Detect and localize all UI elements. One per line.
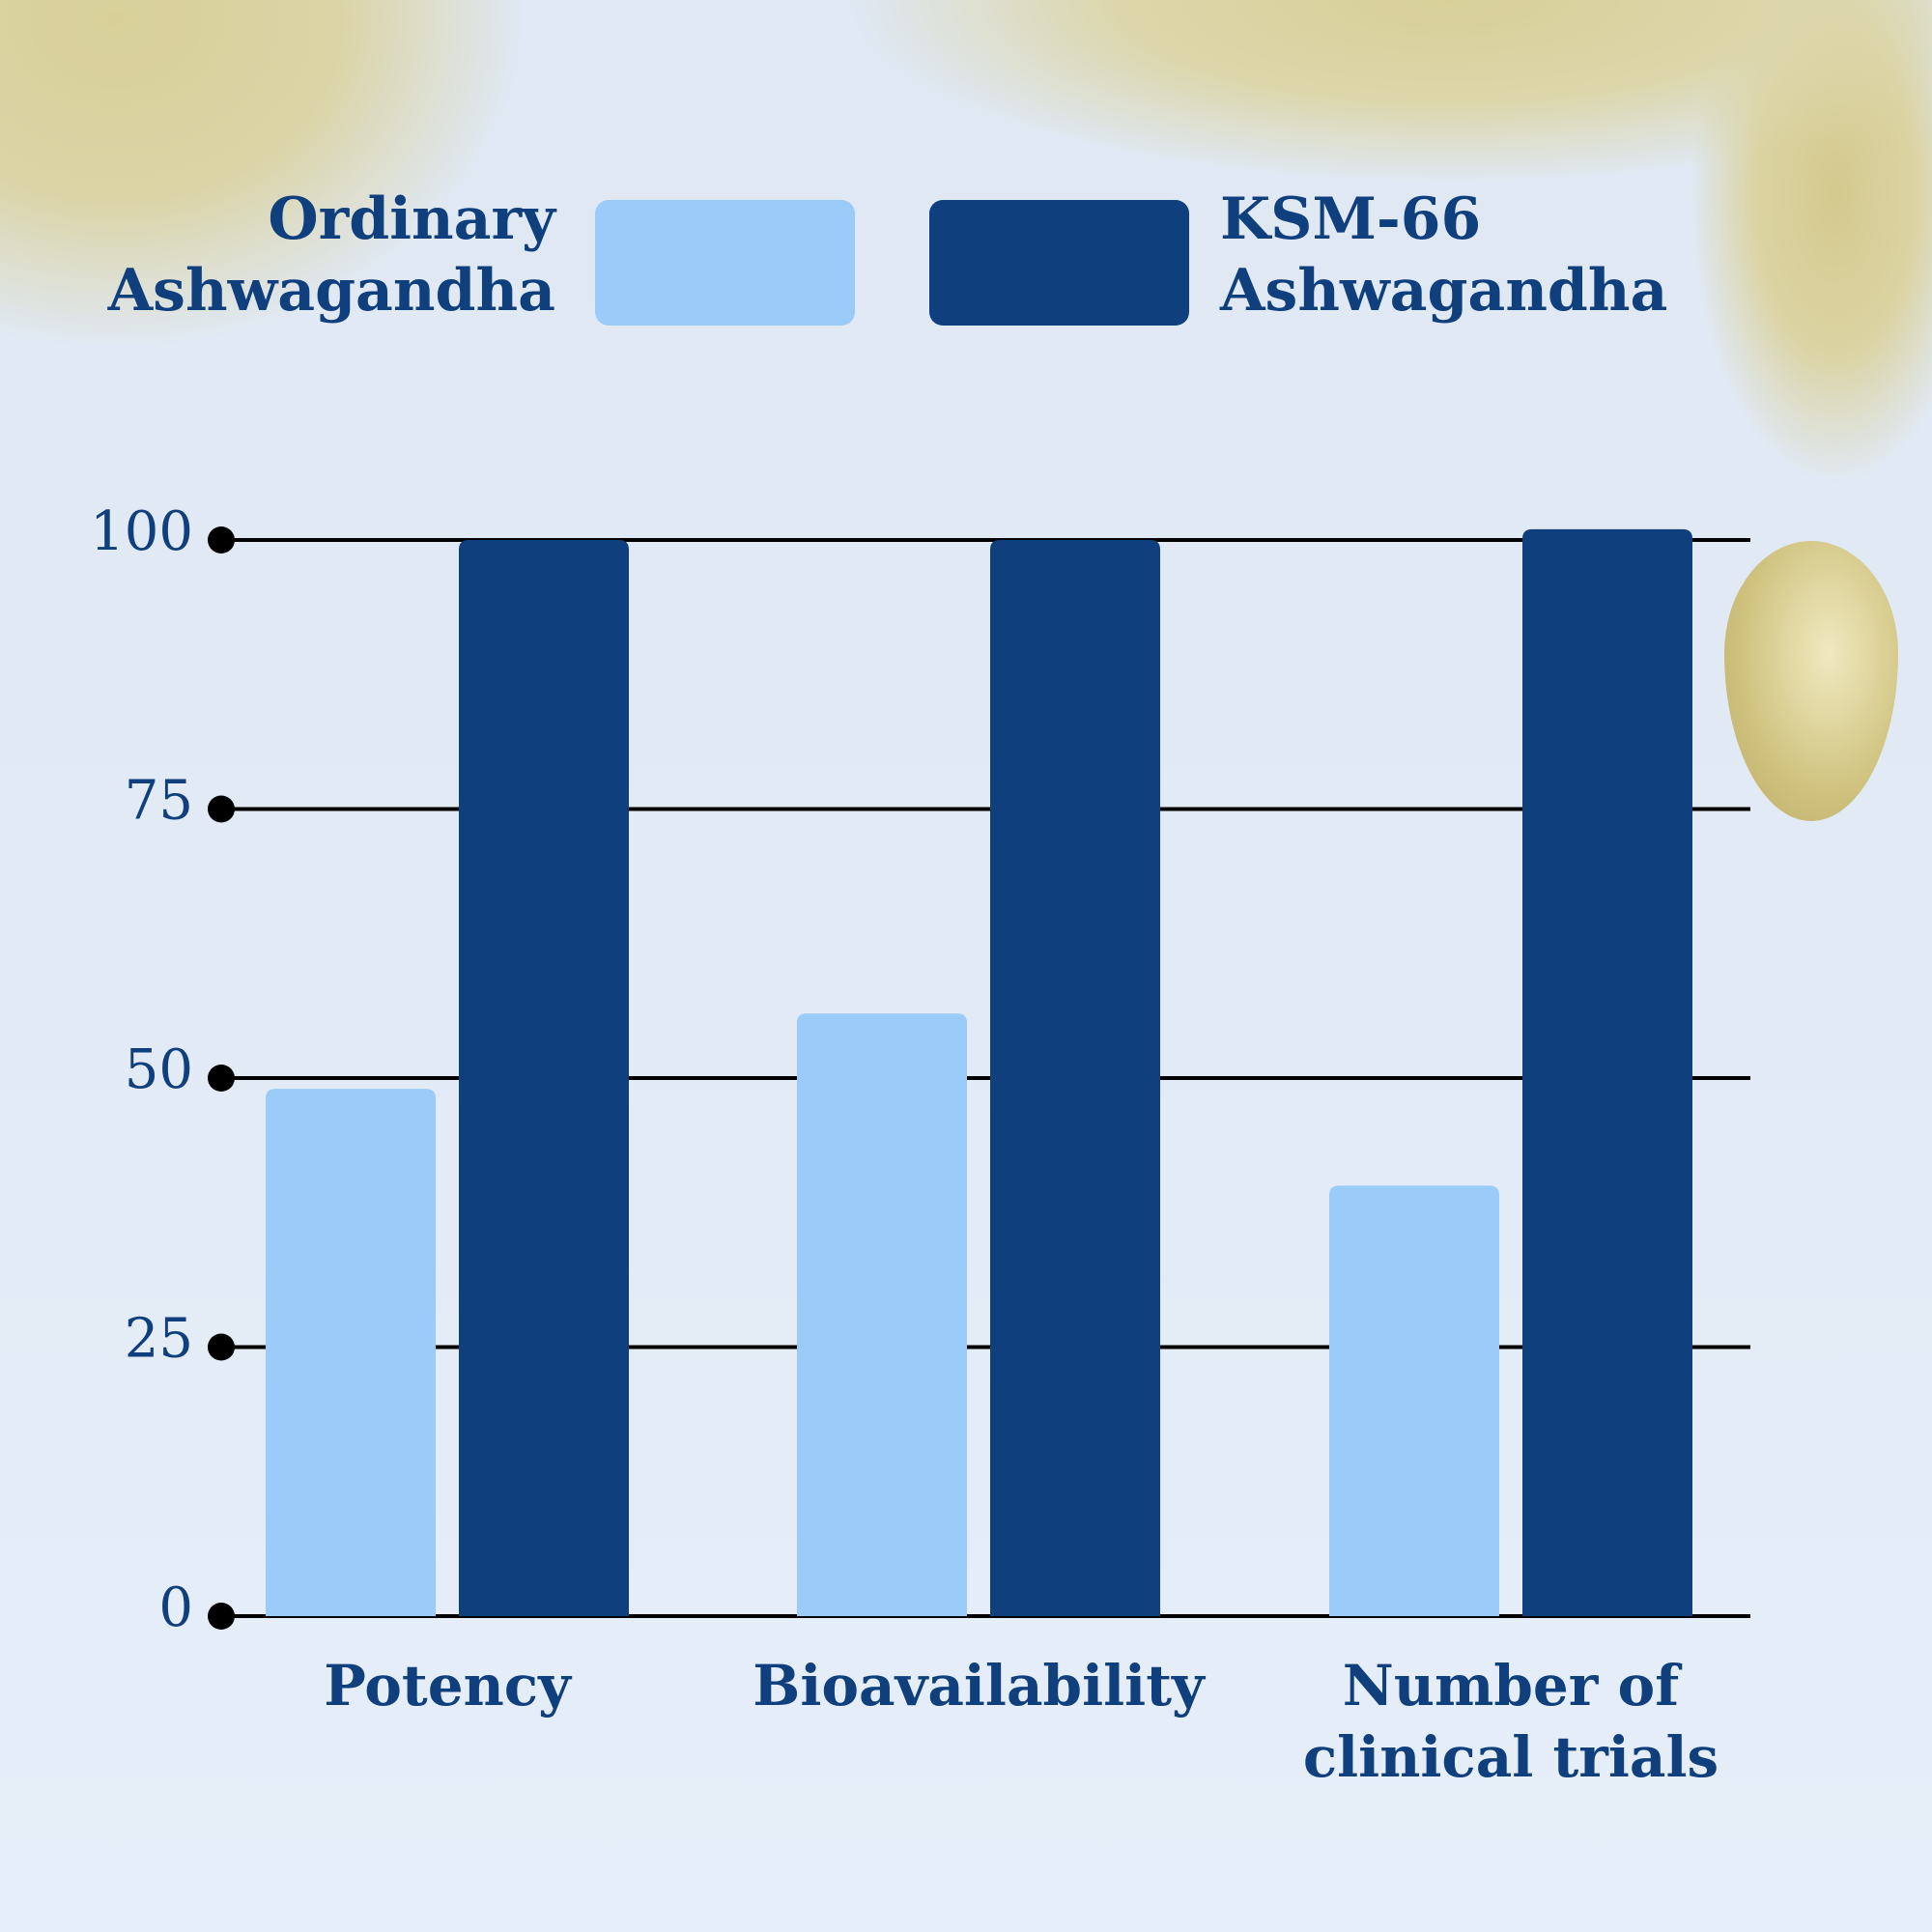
tick-dot bbox=[208, 1333, 235, 1361]
legend-label-ordinary: Ordinary Ashwagandha bbox=[108, 184, 555, 327]
tick-dot bbox=[208, 526, 235, 554]
legend-line: Ashwagandha bbox=[107, 257, 555, 325]
y-tick-label: 100 bbox=[90, 500, 193, 563]
bar-ordinary bbox=[266, 1089, 436, 1616]
bar-ordinary bbox=[797, 1013, 967, 1616]
tick-dot bbox=[208, 1065, 235, 1092]
bar-ksm66 bbox=[459, 540, 629, 1616]
bar-ksm66 bbox=[1522, 528, 1692, 1616]
legend-line: Ashwagandha bbox=[1220, 257, 1668, 325]
legend-line: Ordinary bbox=[268, 185, 555, 253]
legend-swatch-ksm66 bbox=[929, 200, 1189, 326]
bar-ordinary bbox=[1329, 1185, 1499, 1616]
legend-line: KSM-66 bbox=[1220, 185, 1482, 253]
legend-label-ksm66: KSM-66 Ashwagandha bbox=[1220, 184, 1667, 327]
x-category-label: Number of bbox=[1343, 1653, 1683, 1719]
tick-dot bbox=[208, 1603, 235, 1630]
x-category-label: Bioavailability bbox=[753, 1653, 1207, 1719]
x-category-label: Potency bbox=[324, 1653, 573, 1719]
y-tick-label: 0 bbox=[158, 1577, 193, 1639]
x-category-label: clinical trials bbox=[1303, 1724, 1719, 1790]
bar-ksm66 bbox=[990, 540, 1160, 1616]
y-tick-label: 25 bbox=[125, 1308, 193, 1371]
oil-drop bbox=[1724, 541, 1898, 821]
y-tick-label: 50 bbox=[125, 1038, 193, 1101]
tick-dot bbox=[208, 795, 235, 823]
y-tick-label: 75 bbox=[125, 770, 193, 833]
legend-swatch-ordinary bbox=[595, 200, 855, 326]
